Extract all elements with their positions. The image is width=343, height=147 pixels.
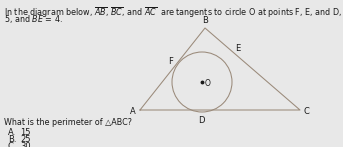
Text: C.: C. xyxy=(8,142,16,147)
Text: A: A xyxy=(130,106,136,116)
Text: C: C xyxy=(304,106,310,116)
Text: A.: A. xyxy=(8,128,16,137)
Text: B.: B. xyxy=(8,135,16,144)
Text: E: E xyxy=(235,44,240,53)
Text: In the diagram below, $\overline{AB}$, $\overline{BC}$, and $\overline{AC}$  are: In the diagram below, $\overline{AB}$, $… xyxy=(4,5,343,20)
Text: 25: 25 xyxy=(20,135,31,144)
Text: 5, and $BE$ = 4.: 5, and $BE$ = 4. xyxy=(4,13,63,25)
Text: 30: 30 xyxy=(20,142,31,147)
Text: B: B xyxy=(202,16,208,25)
Text: F: F xyxy=(168,57,173,66)
Text: O: O xyxy=(205,78,211,87)
Text: D: D xyxy=(198,116,204,125)
Text: What is the perimeter of △ABC?: What is the perimeter of △ABC? xyxy=(4,118,132,127)
Text: 15: 15 xyxy=(20,128,31,137)
